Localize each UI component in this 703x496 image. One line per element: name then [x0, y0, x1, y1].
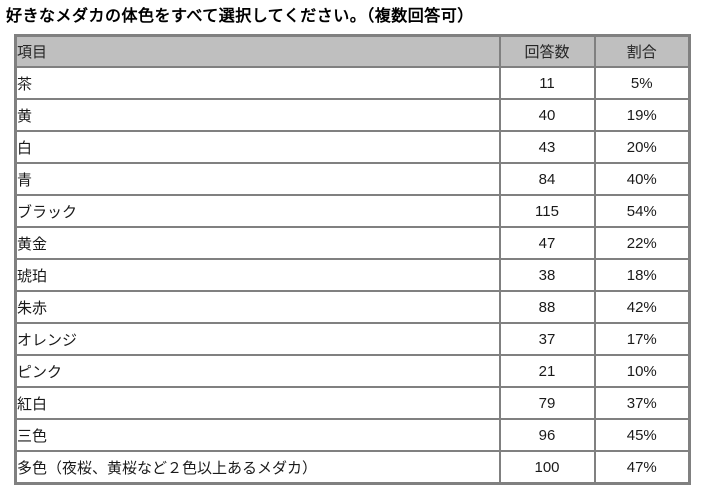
row-count: 21: [498, 354, 596, 388]
table-row: 三色 96 45%: [14, 418, 691, 452]
table-row: 白 43 20%: [14, 130, 691, 164]
row-percent: 42%: [593, 290, 691, 324]
row-percent: 18%: [593, 258, 691, 292]
table-row: オレンジ 37 17%: [14, 322, 691, 356]
table-row: 青 84 40%: [14, 162, 691, 196]
row-percent: 19%: [593, 98, 691, 132]
row-count: 37: [498, 322, 596, 356]
row-percent: 20%: [593, 130, 691, 164]
row-count: 43: [498, 130, 596, 164]
column-header-percent: 割合: [593, 34, 691, 68]
row-label: 茶: [14, 66, 501, 100]
column-header-item: 項目: [14, 34, 501, 68]
row-percent: 10%: [593, 354, 691, 388]
table-row: 紅白 79 37%: [14, 386, 691, 420]
row-percent: 54%: [593, 194, 691, 228]
survey-results-table: 項目 回答数 割合 茶 11 5% 黄 40 19% 白 43 20% 青: [14, 34, 691, 485]
row-count: 115: [498, 194, 596, 228]
row-label: 琥珀: [14, 258, 501, 292]
row-percent: 45%: [593, 418, 691, 452]
row-count: 11: [498, 66, 596, 100]
row-label: ブラック: [14, 194, 501, 228]
row-label: 三色: [14, 418, 501, 452]
table-row: 琥珀 38 18%: [14, 258, 691, 292]
row-count: 84: [498, 162, 596, 196]
row-count: 96: [498, 418, 596, 452]
row-percent: 5%: [593, 66, 691, 100]
row-count: 79: [498, 386, 596, 420]
table-row: 黄 40 19%: [14, 98, 691, 132]
row-percent: 47%: [593, 450, 691, 485]
row-label: 黄: [14, 98, 501, 132]
table-row: 茶 11 5%: [14, 66, 691, 100]
row-count: 100: [498, 450, 596, 485]
table-row: 朱赤 88 42%: [14, 290, 691, 324]
row-percent: 17%: [593, 322, 691, 356]
row-label: 紅白: [14, 386, 501, 420]
row-count: 47: [498, 226, 596, 260]
row-label: 黄金: [14, 226, 501, 260]
table-body: 茶 11 5% 黄 40 19% 白 43 20% 青 84 40% ブラック: [14, 66, 691, 485]
row-label: 朱赤: [14, 290, 501, 324]
row-percent: 22%: [593, 226, 691, 260]
table-row: 多色（夜桜、黄桜など２色以上あるメダカ） 100 47%: [14, 450, 691, 485]
row-count: 38: [498, 258, 596, 292]
row-label: オレンジ: [14, 322, 501, 356]
row-label: 青: [14, 162, 501, 196]
table-row: ブラック 115 54%: [14, 194, 691, 228]
row-percent: 40%: [593, 162, 691, 196]
row-count: 88: [498, 290, 596, 324]
header-row: 項目 回答数 割合: [14, 34, 691, 68]
page-title: 好きなメダカの体色をすべて選択してください。（複数回答可）: [6, 8, 474, 25]
row-label: 白: [14, 130, 501, 164]
row-label: ピンク: [14, 354, 501, 388]
table-row: 黄金 47 22%: [14, 226, 691, 260]
table-row: ピンク 21 10%: [14, 354, 691, 388]
column-header-count: 回答数: [498, 34, 596, 68]
row-label: 多色（夜桜、黄桜など２色以上あるメダカ）: [14, 450, 501, 485]
row-count: 40: [498, 98, 596, 132]
row-percent: 37%: [593, 386, 691, 420]
